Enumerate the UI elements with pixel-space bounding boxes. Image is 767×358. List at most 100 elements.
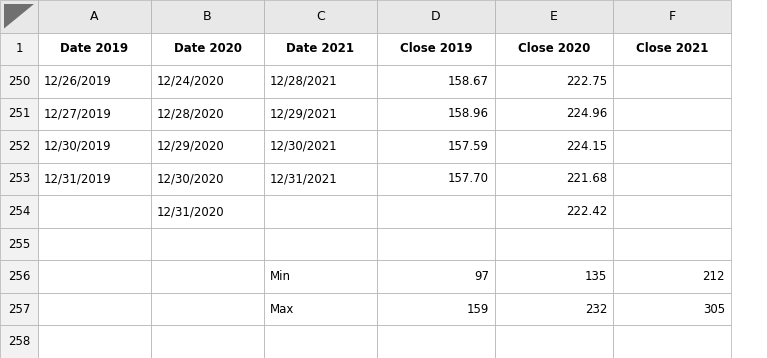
Text: A: A [91,10,99,23]
Bar [264,195,377,228]
Bar [264,260,377,293]
Bar [613,0,731,33]
Bar [151,65,264,98]
Bar [151,293,264,325]
Text: 305: 305 [703,303,725,316]
Text: 159: 159 [466,303,489,316]
Bar [151,0,264,33]
Bar [377,228,495,260]
Text: 157.70: 157.70 [448,173,489,185]
Bar [495,130,613,163]
Text: C: C [316,10,325,23]
Text: 1: 1 [15,42,23,55]
Bar [0,260,38,293]
Bar [0,98,38,130]
Bar [613,33,731,65]
Bar [151,163,264,195]
Text: 97: 97 [474,270,489,283]
Text: Date 2019: Date 2019 [61,42,129,55]
Bar [0,195,38,228]
Text: 254: 254 [8,205,30,218]
Bar [151,260,264,293]
Text: 12/28/2021: 12/28/2021 [270,75,337,88]
Bar [151,228,264,260]
Bar [495,293,613,325]
Bar [377,65,495,98]
Bar [264,293,377,325]
Text: 251: 251 [8,107,30,120]
Bar [377,325,495,358]
Text: 12/24/2020: 12/24/2020 [157,75,225,88]
Bar [0,130,38,163]
Text: 256: 256 [8,270,30,283]
Bar [264,325,377,358]
Text: 12/29/2021: 12/29/2021 [270,107,338,120]
Text: D: D [431,10,441,23]
Bar [377,260,495,293]
Bar [377,130,495,163]
Text: Close 2021: Close 2021 [636,42,708,55]
Bar [38,130,151,163]
Text: 258: 258 [8,335,30,348]
Text: 252: 252 [8,140,30,153]
Bar [264,65,377,98]
Text: 12/31/2019: 12/31/2019 [44,173,112,185]
Bar [377,163,495,195]
Bar [264,228,377,260]
Bar [0,33,38,65]
Bar [38,325,151,358]
Text: Max: Max [270,303,295,316]
Bar [495,65,613,98]
Bar [264,130,377,163]
Bar [264,0,377,33]
Bar [495,260,613,293]
Bar [38,65,151,98]
Bar [38,0,151,33]
Text: 12/31/2021: 12/31/2021 [270,173,337,185]
Bar [151,130,264,163]
Text: 221.68: 221.68 [566,173,607,185]
Text: F: F [668,10,676,23]
Bar [495,163,613,195]
Bar [377,293,495,325]
Bar [151,33,264,65]
Bar [613,260,731,293]
Text: 224.15: 224.15 [566,140,607,153]
Text: 253: 253 [8,173,30,185]
Text: 12/26/2019: 12/26/2019 [44,75,112,88]
Text: 12/30/2021: 12/30/2021 [270,140,337,153]
Text: Date 2021: Date 2021 [287,42,354,55]
Bar [495,195,613,228]
Text: 12/29/2020: 12/29/2020 [157,140,225,153]
Bar [0,293,38,325]
Text: 255: 255 [8,238,30,251]
Bar [38,260,151,293]
Bar [377,0,495,33]
Text: Close 2019: Close 2019 [400,42,472,55]
Bar [613,163,731,195]
Bar [613,98,731,130]
Text: 12/30/2019: 12/30/2019 [44,140,112,153]
Text: Close 2020: Close 2020 [518,42,590,55]
Text: 257: 257 [8,303,30,316]
Bar [0,0,38,33]
Bar [613,228,731,260]
Text: 12/27/2019: 12/27/2019 [44,107,112,120]
Bar [0,325,38,358]
Text: 158.96: 158.96 [448,107,489,120]
Bar [613,325,731,358]
Bar [613,65,731,98]
Bar [151,98,264,130]
Text: 158.67: 158.67 [448,75,489,88]
Bar [613,130,731,163]
Polygon shape [4,4,34,29]
Text: Min: Min [270,270,291,283]
Bar [0,163,38,195]
Bar [38,33,151,65]
Bar [613,293,731,325]
Bar [495,98,613,130]
Text: B: B [203,10,212,23]
Bar [495,228,613,260]
Bar [151,195,264,228]
Bar [264,163,377,195]
